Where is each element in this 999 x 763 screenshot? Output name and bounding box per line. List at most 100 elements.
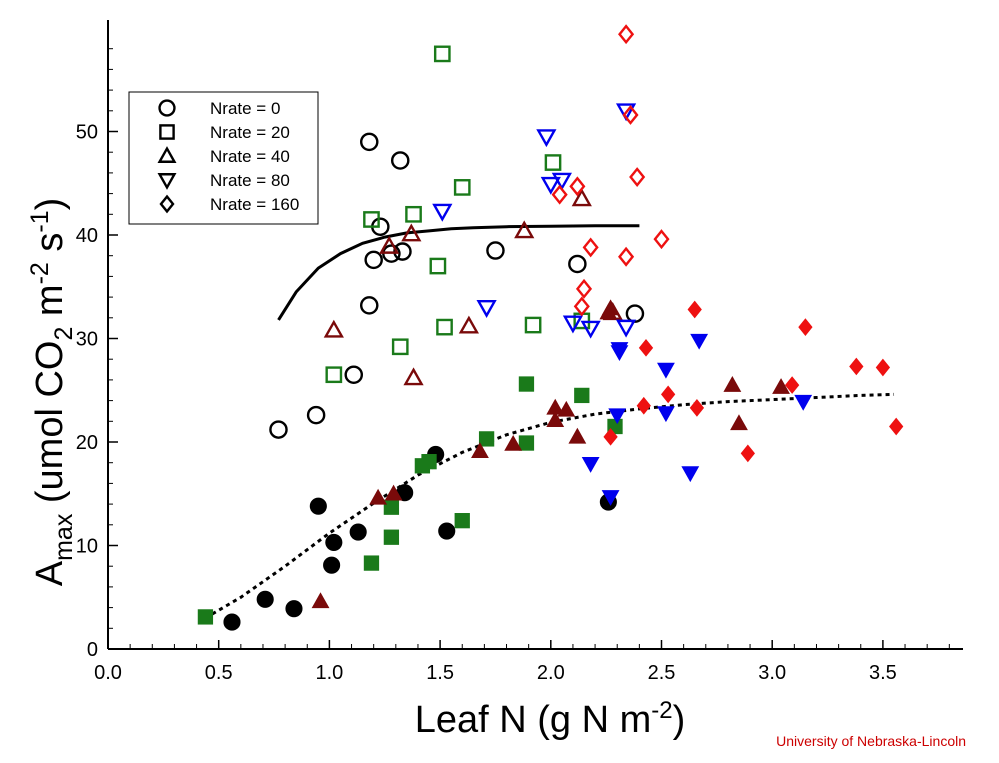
- legend-label: Nrate = 20: [210, 123, 290, 142]
- data-point-diamond-open: [569, 176, 586, 197]
- x-axis: 0.0 0.5 1.0 1.5 2.0 2.5 3.0 3.5: [94, 640, 963, 684]
- data-point-square-open: [325, 366, 343, 384]
- data-point-circle-filled: [223, 613, 241, 631]
- data-point-diamond-filled: [889, 417, 904, 436]
- data-point-triangle-down-open: [432, 203, 453, 222]
- data-point-diamond-filled: [603, 427, 618, 446]
- data-point-triangle-up-open: [571, 188, 592, 207]
- data-point-diamond-filled: [636, 396, 651, 415]
- data-point-triangle-down-open: [562, 315, 584, 334]
- x-axis-title: Leaf N (g N m-2): [415, 697, 686, 741]
- legend-label: Nrate = 80: [210, 171, 290, 190]
- x-tick-label: 2.0: [537, 662, 565, 684]
- legend-marker-triangle-up: [157, 146, 177, 163]
- y-tick-label: 10: [76, 536, 98, 558]
- y-axis: 0 10 20 30 40 50: [76, 20, 118, 661]
- data-point-circle-filled: [256, 590, 274, 608]
- data-point-triangle-up-open: [379, 235, 400, 254]
- x-tick-label: 0.5: [205, 662, 233, 684]
- legend: Nrate = 0 Nrate = 20 Nrate = 40 Nrate = 80 N…: [128, 91, 319, 225]
- data-point-diamond-open: [653, 229, 670, 250]
- data-point-square-open: [524, 316, 542, 334]
- data-point-square-open: [453, 179, 471, 196]
- data-point-triangle-up-open: [403, 367, 424, 386]
- data-point-triangle-down-open: [615, 103, 637, 122]
- data-point-square-filled: [518, 376, 535, 392]
- x-tick-label: 1.5: [426, 662, 454, 684]
- data-point-diamond-filled: [660, 385, 676, 404]
- data-point-square-open: [363, 211, 380, 228]
- data-point-circle-filled: [309, 497, 327, 515]
- data-point-square-filled: [574, 387, 590, 404]
- data-point-triangle-up-filled: [723, 375, 742, 392]
- data-point-triangle-down-filled: [690, 333, 709, 350]
- data-point-square-open: [405, 205, 422, 223]
- data-point-square-filled: [197, 609, 214, 625]
- data-point-triangle-down-filled: [601, 490, 620, 506]
- y-tick-label: 40: [76, 225, 98, 247]
- data-point-triangle-up-open: [401, 223, 422, 242]
- y-axis-title: Amax (umol CO2 m-2 s-1): [26, 198, 78, 587]
- fit-curve-solid: [277, 224, 640, 321]
- data-point-circle-open: [359, 132, 379, 152]
- data-point-triangle-down-filled: [608, 408, 627, 425]
- data-point-triangle-down-open: [615, 319, 637, 338]
- data-point-triangle-up-filled: [568, 427, 587, 444]
- legend-label: Nrate = 40: [210, 147, 290, 166]
- data-point-square-filled: [421, 454, 437, 470]
- data-point-triangle-down-open: [476, 300, 497, 318]
- data-point-triangle-down-open: [551, 172, 572, 191]
- data-point-triangle-up-filled: [557, 400, 576, 417]
- data-point-circle-filled: [285, 600, 303, 618]
- data-point-diamond-filled: [740, 444, 755, 463]
- data-point-diamond-filled: [638, 338, 654, 357]
- data-point-circle-open: [306, 405, 326, 425]
- data-point-triangle-up-open: [323, 319, 344, 338]
- data-point-circle-filled: [323, 556, 341, 574]
- data-point-circle-open: [625, 304, 645, 323]
- data-point-square-filled: [383, 499, 400, 515]
- fit-curve-dotted: [204, 392, 895, 620]
- x-tick-label: 0.0: [94, 662, 122, 684]
- data-point-square-open: [544, 154, 562, 171]
- y-tick-label: 50: [76, 122, 98, 144]
- x-tick-label: 2.5: [648, 662, 676, 684]
- data-point-diamond-open: [618, 24, 635, 45]
- data-point-diamond-open: [575, 278, 593, 299]
- data-point-triangle-up-filled: [730, 414, 748, 431]
- data-point-circle-filled: [325, 533, 343, 551]
- data-point-triangle-down-filled: [657, 406, 675, 423]
- x-tick-label: 1.0: [315, 662, 343, 684]
- data-point-triangle-down-open: [580, 320, 601, 339]
- data-point-square-filled: [363, 555, 380, 571]
- data-point-diamond-filled: [689, 398, 705, 417]
- data-point-diamond-filled: [875, 358, 891, 377]
- data-point-circle-open: [390, 151, 410, 170]
- data-point-diamond-open: [629, 167, 646, 188]
- data-point-diamond-filled: [798, 318, 813, 336]
- data-point-triangle-down-open: [540, 176, 561, 195]
- data-point-triangle-up-open: [514, 220, 535, 239]
- data-point-diamond-open: [573, 296, 590, 317]
- data-point-triangle-down-open: [536, 129, 557, 148]
- data-point-triangle-up-filled: [601, 299, 620, 316]
- data-point-triangle-up-filled: [369, 488, 388, 505]
- data-points: [197, 24, 904, 631]
- data-point-circle-open: [364, 250, 383, 270]
- fit-lines: [204, 224, 895, 620]
- data-point-diamond-open: [618, 246, 635, 267]
- data-point-triangle-up-filled: [471, 442, 489, 459]
- data-point-diamond-filled: [784, 376, 800, 394]
- data-point-triangle-down-filled: [581, 456, 600, 473]
- credit-text: University of Nebraska-Lincoln: [776, 733, 966, 749]
- data-point-triangle-down-filled: [794, 394, 813, 411]
- data-point-triangle-up-filled: [546, 411, 565, 428]
- data-point-square-filled: [454, 513, 470, 529]
- data-point-circle-open: [344, 365, 364, 384]
- data-point-square-open: [429, 257, 447, 275]
- data-point-triangle-up-open: [458, 315, 479, 334]
- data-point-circle-open: [568, 254, 587, 274]
- data-point-diamond-open: [551, 184, 568, 205]
- data-point-triangle-up-filled: [384, 484, 403, 501]
